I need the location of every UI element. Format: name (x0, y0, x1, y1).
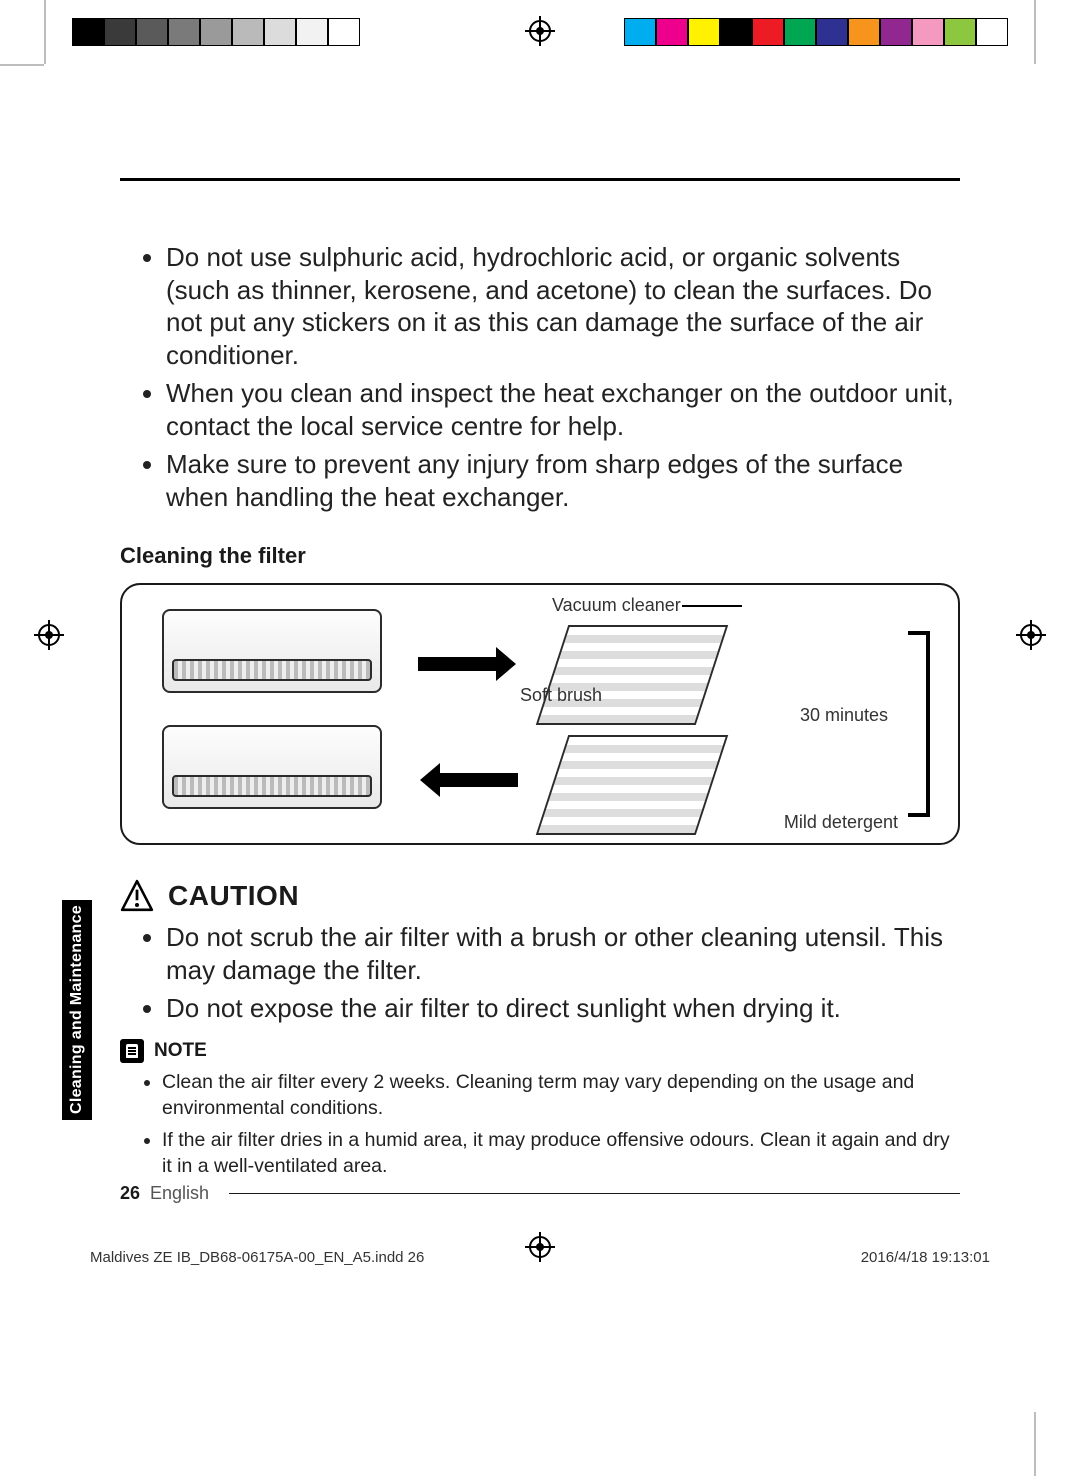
section-tab-label: Cleaning and Maintenance (68, 905, 86, 1114)
list-item: Clean the air filter every 2 weeks. Clea… (162, 1069, 960, 1122)
list-item: Make sure to prevent any injury from sha… (166, 448, 960, 513)
color-swatch (296, 18, 328, 46)
registration-swatches-right (624, 18, 1008, 46)
color-swatch (624, 18, 656, 46)
color-swatch (720, 18, 752, 46)
list-item: Do not scrub the air filter with a brush… (166, 921, 960, 986)
section-tab: Cleaning and Maintenance (62, 900, 92, 1120)
color-swatch (752, 18, 784, 46)
list-item: When you clean and inspect the heat exch… (166, 377, 960, 442)
page-language: English (150, 1183, 209, 1204)
diagram-label: 30 minutes (800, 705, 888, 726)
diagram-label: Mild detergent (784, 812, 898, 833)
diagram-label: Vacuum cleaner (552, 595, 681, 616)
list-item: Do not expose the air filter to direct s… (166, 992, 960, 1025)
color-swatch (880, 18, 912, 46)
list-item: If the air filter dries in a humid area,… (162, 1127, 960, 1180)
caution-heading: CAUTION (120, 879, 960, 913)
crop-mark (1034, 1412, 1036, 1476)
crop-mark (44, 0, 46, 64)
color-swatch (264, 18, 296, 46)
filter-illustration (536, 625, 728, 725)
ac-unit-illustration (162, 609, 382, 693)
color-swatch (944, 18, 976, 46)
color-swatch (656, 18, 688, 46)
page: Do not use sulphuric acid, hydrochloric … (0, 0, 1080, 1476)
bracket-icon (908, 631, 930, 817)
imprint-line: Maldives ZE IB_DB68-06175A-00_EN_A5.indd… (90, 1249, 990, 1266)
ac-unit-illustration (162, 725, 382, 809)
footer-rule (229, 1193, 960, 1194)
color-swatch (976, 18, 1008, 46)
color-swatch (328, 18, 360, 46)
caution-bullet-list: Do not scrub the air filter with a brush… (120, 921, 960, 1025)
page-footer: 26 English (120, 1183, 960, 1204)
page-number: 26 (120, 1183, 140, 1204)
filter-cleaning-diagram: Vacuum cleaner Soft brush 30 minutes Mil… (120, 583, 960, 845)
imprint-datetime: 2016/4/18 19:13:01 (861, 1249, 990, 1266)
imprint-file: Maldives ZE IB_DB68-06175A-00_EN_A5.indd… (90, 1249, 424, 1266)
registration-mark-icon (1016, 620, 1046, 650)
filter-illustration (536, 735, 728, 835)
note-icon (120, 1039, 144, 1063)
crop-mark (0, 64, 44, 66)
registration-swatches-left (72, 18, 360, 46)
leader-line (682, 605, 742, 607)
color-swatch (232, 18, 264, 46)
color-swatch (72, 18, 104, 46)
crop-mark (1034, 0, 1036, 64)
arrow-left-icon (438, 773, 518, 787)
color-swatch (848, 18, 880, 46)
color-swatch (912, 18, 944, 46)
note-heading: NOTE (120, 1039, 960, 1063)
content-area: Do not use sulphuric acid, hydrochloric … (120, 178, 960, 1186)
color-swatch (104, 18, 136, 46)
warning-triangle-icon (120, 879, 154, 913)
subheading: Cleaning the filter (120, 543, 960, 569)
registration-mark-icon (34, 620, 64, 650)
color-swatch (200, 18, 232, 46)
color-swatch (136, 18, 168, 46)
diagram-label: Soft brush (520, 685, 602, 706)
list-item: Do not use sulphuric acid, hydrochloric … (166, 241, 960, 371)
body-bullet-list: Do not use sulphuric acid, hydrochloric … (120, 241, 960, 513)
color-swatch (688, 18, 720, 46)
color-swatch (816, 18, 848, 46)
note-bullet-list: Clean the air filter every 2 weeks. Clea… (120, 1069, 960, 1180)
caution-label: CAUTION (168, 880, 299, 912)
note-label: NOTE (154, 1040, 207, 1062)
color-swatch (168, 18, 200, 46)
color-swatch (784, 18, 816, 46)
arrow-right-icon (418, 657, 498, 671)
registration-mark-icon (525, 16, 555, 46)
top-rule (120, 178, 960, 181)
